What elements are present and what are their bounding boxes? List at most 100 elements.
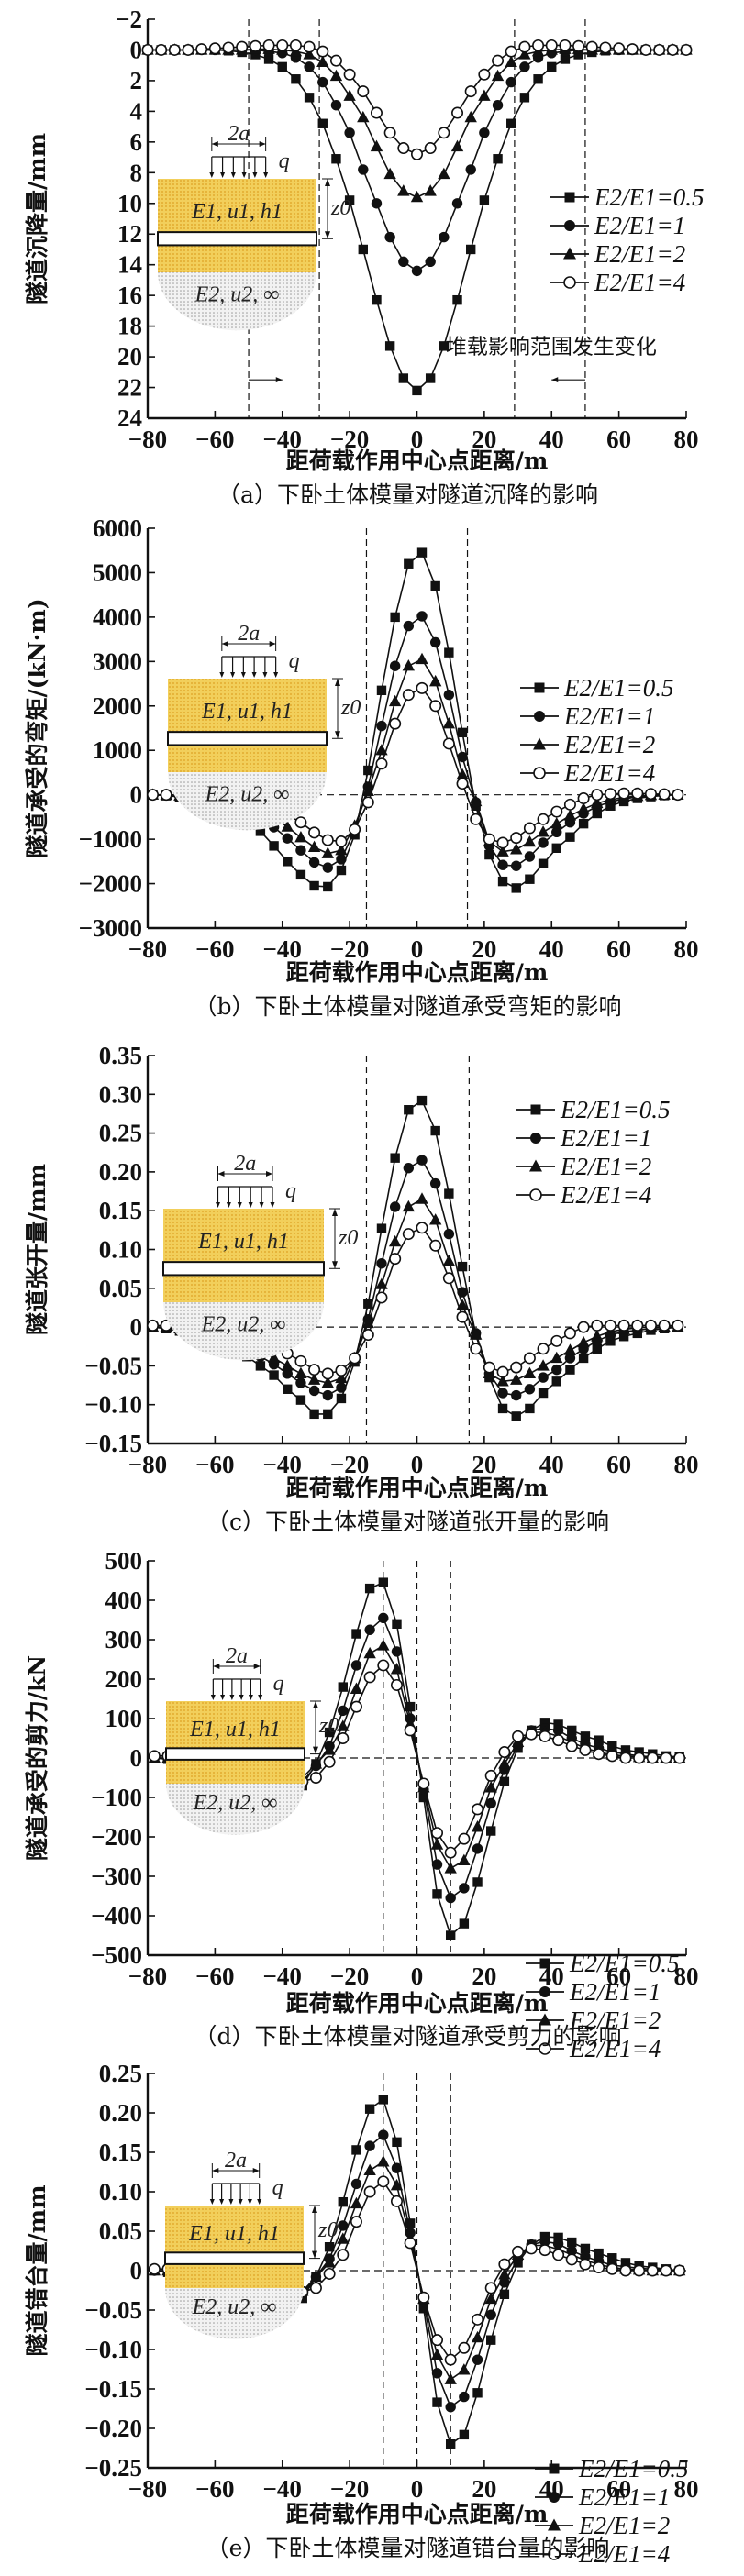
marker-triangle xyxy=(350,2196,363,2209)
tunnel-bar xyxy=(157,231,317,247)
marker-square xyxy=(269,841,279,851)
marker-triangle xyxy=(321,1376,334,1388)
inset-diagram: 2a q z0 E1, u1, h1 E2, u2, ∞ xyxy=(162,1152,358,1361)
marker-open-circle xyxy=(375,757,388,770)
x-tick-label: 60 xyxy=(606,1451,631,1478)
marker-open-circle xyxy=(631,1319,644,1332)
marker-open-circle xyxy=(458,1832,471,1845)
y-tick-label: 0.20 xyxy=(99,2099,142,2127)
x-tick-label: 60 xyxy=(606,426,631,453)
marker-square xyxy=(295,1395,306,1405)
chart-caption: （c）下卧土体模量对隧道张开量的影响 xyxy=(206,1509,609,1535)
marker-circle xyxy=(403,620,415,632)
arrow-head-icon xyxy=(220,172,226,178)
marker-open-circle xyxy=(593,1748,605,1761)
marker-square xyxy=(392,2137,402,2148)
upper-soil-layer xyxy=(158,179,316,272)
lower-soil-layer xyxy=(167,772,327,831)
marker-circle xyxy=(350,2178,362,2190)
x-tick-label: −40 xyxy=(263,1451,302,1478)
marker-square xyxy=(444,647,454,658)
marker-open-circle xyxy=(442,1272,455,1285)
marker-triangle xyxy=(464,110,477,123)
arrow-head-icon xyxy=(270,1202,275,1208)
marker-triangle xyxy=(550,816,563,829)
y-axis-title: 隧道张开量/mm xyxy=(24,1164,50,1335)
marker-circle xyxy=(549,2492,560,2503)
y-tick-label: 3000 xyxy=(93,647,142,675)
marker-open-circle xyxy=(563,798,576,811)
x-axis-title: 距荷载作用中心点距离/m xyxy=(286,448,549,474)
marker-triangle xyxy=(424,184,437,196)
marker-open-circle xyxy=(633,2264,646,2277)
chart-panel-b: −3000 −2000 −1000 0 1000 2000 3000 4000 5000 6000… xyxy=(24,514,699,1020)
marker-square xyxy=(578,818,589,829)
marker-open-circle xyxy=(451,106,464,119)
marker-triangle xyxy=(294,830,307,843)
marker-square xyxy=(351,2145,361,2155)
marker-open-circle xyxy=(672,1319,684,1332)
marker-open-circle xyxy=(510,1361,523,1374)
marker-square xyxy=(416,547,428,558)
marker-circle xyxy=(485,1797,496,1809)
marker-circle xyxy=(524,1384,536,1395)
arrow-head-icon xyxy=(251,672,257,678)
tunnel-bar xyxy=(165,1747,305,1761)
marker-square xyxy=(384,341,395,351)
x-tick-label: −40 xyxy=(263,935,302,963)
chart-caption: （a）下卧土体模量对隧道沉降的影响 xyxy=(217,481,598,508)
marker-open-circle xyxy=(673,2264,686,2277)
y-tick-label: −3000 xyxy=(79,914,142,942)
marker-open-circle xyxy=(577,1321,590,1333)
y-tick-label: −0.20 xyxy=(84,2415,142,2442)
marker-circle xyxy=(459,2391,470,2403)
marker-triangle xyxy=(281,1359,294,1371)
legend-label: E2/E1=1 xyxy=(594,212,685,239)
arrow-head-icon xyxy=(257,2199,262,2205)
marker-open-circle xyxy=(512,1730,525,1742)
marker-open-circle xyxy=(496,836,509,849)
marker-square xyxy=(445,1930,456,1940)
marker-open-circle xyxy=(442,737,455,750)
marker-square xyxy=(338,1682,348,1692)
lower-soil-layer xyxy=(158,272,316,331)
marker-open-circle xyxy=(148,1750,161,1763)
marker-circle xyxy=(376,1258,387,1269)
x-tick-label: −60 xyxy=(195,1451,234,1478)
marker-open-circle xyxy=(309,1772,322,1785)
x-tick-label: 80 xyxy=(674,935,699,963)
chart-caption: （e）下卧土体模量对隧道错台量的影响 xyxy=(206,2535,610,2561)
marker-open-circle xyxy=(350,1700,362,1713)
y-tick-label: −500 xyxy=(91,1941,142,1969)
marker-open-circle xyxy=(321,834,334,846)
inset-diagram: 2a q z0 E1, u1, h1 E2, u2, ∞ xyxy=(167,622,361,831)
marker-triangle xyxy=(518,48,531,60)
marker-square xyxy=(405,1701,416,1712)
marker-open-circle xyxy=(548,2548,561,2560)
marker-square xyxy=(484,849,494,860)
y-tick-label: 0 xyxy=(130,1313,143,1341)
marker-circle xyxy=(551,1364,562,1376)
y-tick-label: 4 xyxy=(130,97,143,125)
marker-open-circle xyxy=(537,813,550,825)
y-tick-label: 300 xyxy=(105,1626,143,1653)
marker-square xyxy=(358,244,368,255)
marker-triangle xyxy=(377,1639,390,1651)
marker-triangle xyxy=(303,48,316,60)
marker-square xyxy=(269,1370,279,1380)
marker-open-circle xyxy=(438,127,450,139)
marker-open-circle xyxy=(666,43,679,56)
marker-square xyxy=(363,1299,373,1309)
marker-open-circle xyxy=(431,2334,444,2347)
y-tick-label: 400 xyxy=(105,1587,143,1614)
marker-square xyxy=(255,826,266,836)
marker-triangle xyxy=(363,1646,376,1659)
marker-open-circle xyxy=(518,40,531,53)
marker-square xyxy=(607,2253,617,2263)
marker-triangle xyxy=(591,1330,604,1342)
marker-triangle xyxy=(337,1719,350,1731)
marker-square xyxy=(323,1409,333,1420)
marker-square xyxy=(309,1409,319,1420)
marker-open-circle xyxy=(617,1319,630,1332)
marker-triangle xyxy=(397,184,410,196)
